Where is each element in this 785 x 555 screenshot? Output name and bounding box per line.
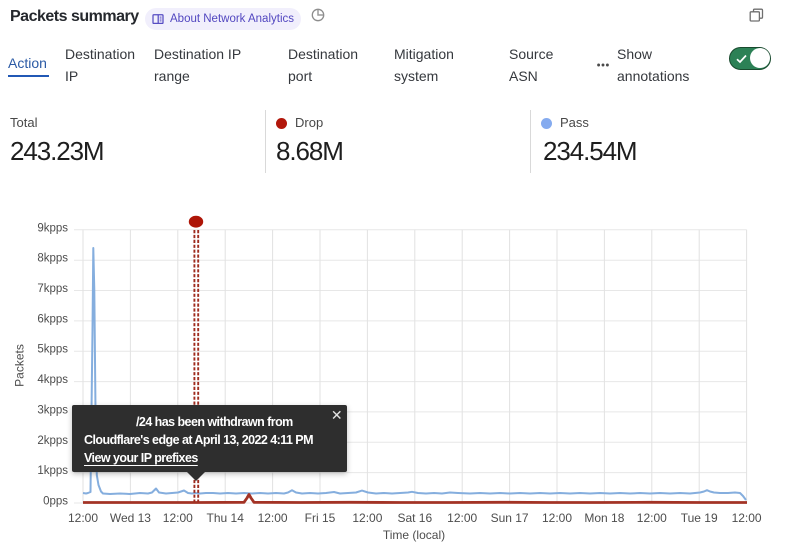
svg-text:6kpps: 6kpps xyxy=(37,313,68,325)
svg-text:Tue 19: Tue 19 xyxy=(681,511,718,525)
svg-text:5kpps: 5kpps xyxy=(37,344,68,356)
svg-text:0pps: 0pps xyxy=(43,496,68,508)
svg-text:Time (local): Time (local) xyxy=(383,528,445,542)
svg-text:12:00: 12:00 xyxy=(542,511,572,525)
svg-text:Sat 16: Sat 16 xyxy=(397,511,432,525)
svg-text:7kpps: 7kpps xyxy=(37,283,68,295)
svg-text:8kpps: 8kpps xyxy=(37,253,68,265)
svg-text:3kpps: 3kpps xyxy=(37,404,68,416)
svg-text:12:00: 12:00 xyxy=(447,511,477,525)
svg-text:Thu 14: Thu 14 xyxy=(207,511,245,525)
svg-text:1kpps: 1kpps xyxy=(37,465,68,477)
svg-text:12:00: 12:00 xyxy=(352,511,382,525)
svg-text:Wed 13: Wed 13 xyxy=(110,511,151,525)
svg-text:4kpps: 4kpps xyxy=(37,374,68,386)
svg-text:2kpps: 2kpps xyxy=(37,435,68,447)
svg-text:Mon 18: Mon 18 xyxy=(584,511,624,525)
svg-text:12:00: 12:00 xyxy=(258,511,288,525)
svg-text:12:00: 12:00 xyxy=(163,511,193,525)
svg-text:12:00: 12:00 xyxy=(637,511,667,525)
svg-text:Sun 17: Sun 17 xyxy=(491,511,529,525)
svg-text:12:00: 12:00 xyxy=(732,511,762,525)
svg-text:Packets: Packets xyxy=(13,344,27,387)
svg-text:Fri 15: Fri 15 xyxy=(305,511,336,525)
svg-text:12:00: 12:00 xyxy=(68,511,98,525)
svg-text:9kpps: 9kpps xyxy=(37,222,68,234)
